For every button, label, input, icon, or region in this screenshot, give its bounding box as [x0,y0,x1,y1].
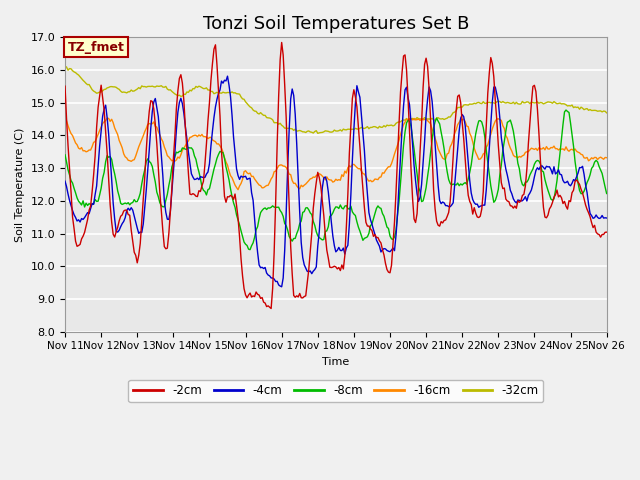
Title: Tonzi Soil Temperatures Set B: Tonzi Soil Temperatures Set B [203,15,469,33]
X-axis label: Time: Time [322,357,349,367]
Text: TZ_fmet: TZ_fmet [68,41,125,54]
Legend: -2cm, -4cm, -8cm, -16cm, -32cm: -2cm, -4cm, -8cm, -16cm, -32cm [129,380,543,402]
Y-axis label: Soil Temperature (C): Soil Temperature (C) [15,127,25,241]
